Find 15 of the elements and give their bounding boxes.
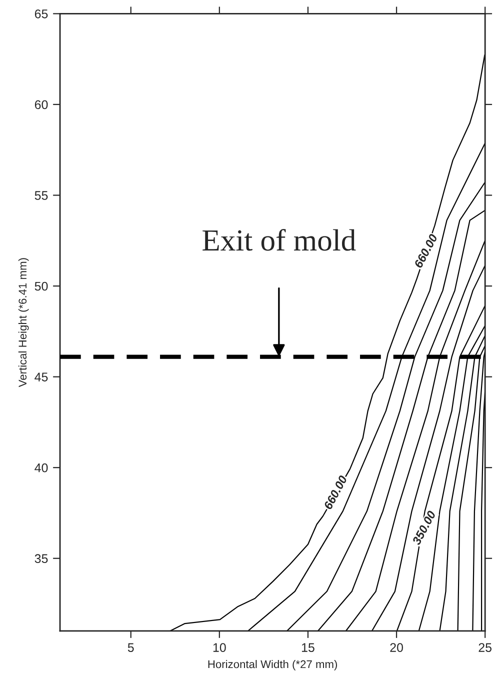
x-tick-label: 25 (478, 643, 492, 652)
x-tick-label: 20 (390, 643, 403, 652)
x-axis-title: Horizontal Width (*27 mm) (208, 660, 338, 670)
y-tick-label: 65 (34, 9, 48, 18)
x-tick-label: 5 (128, 643, 134, 652)
x-tick-label: 10 (213, 643, 226, 652)
y-tick-label: 60 (34, 100, 48, 110)
y-axis-title: Vertical Height (*6.41 mm) (18, 258, 29, 388)
annotation: Exit of mold (202, 228, 356, 251)
x-tick-label: 15 (302, 643, 314, 652)
y-tick-label: 55 (34, 191, 48, 200)
y-tick-label: 45 (34, 372, 48, 382)
y-tick-label: 40 (34, 463, 48, 472)
y-tick-label: 50 (34, 282, 48, 291)
y-tick-label: 35 (34, 554, 48, 564)
